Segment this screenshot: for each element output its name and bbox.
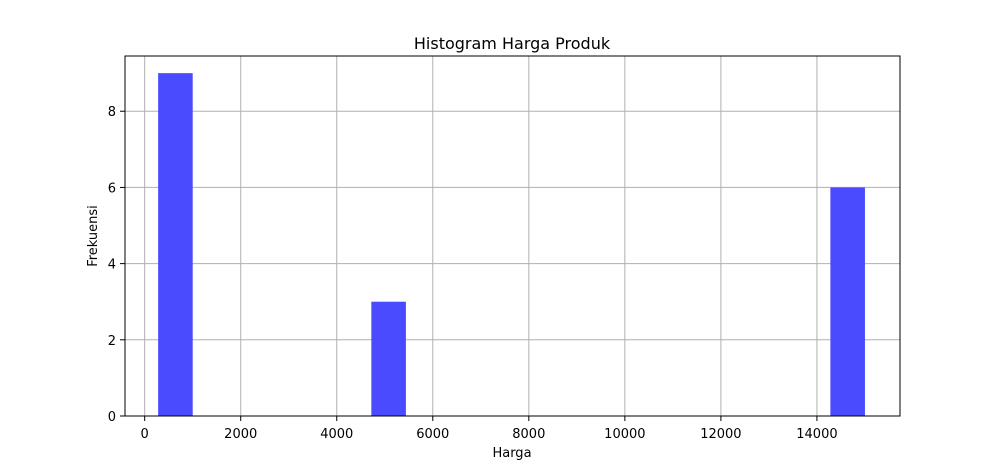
- y-tick-label: 6: [108, 181, 116, 196]
- histogram-bar: [158, 73, 193, 417]
- grid-lines: [125, 56, 900, 417]
- histogram-bar: [371, 301, 406, 416]
- y-axis-ticks: 0 2 4 6 8: [108, 105, 125, 425]
- x-tick-label: 8000: [512, 427, 545, 442]
- x-axis-ticks: 0 2000 4000 6000 8000 10000 12000 14000: [141, 416, 838, 442]
- plot-frame: [124, 55, 901, 417]
- x-tick-label: 10000: [604, 427, 645, 442]
- x-tick-label: 4000: [320, 427, 353, 442]
- y-axis-label: Frekuensi: [86, 205, 101, 267]
- x-axis-label: Harga: [492, 446, 531, 461]
- y-tick-label: 8: [108, 105, 116, 120]
- y-tick-label: 4: [108, 258, 116, 273]
- histogram-bar: [830, 187, 865, 416]
- chart-title: Histogram Harga Produk: [414, 34, 611, 53]
- x-tick-label: 0: [141, 427, 149, 442]
- y-tick-label: 2: [108, 334, 116, 349]
- x-tick-label: 14000: [796, 427, 837, 442]
- y-tick-label: 0: [108, 410, 116, 425]
- x-tick-label: 12000: [700, 427, 741, 442]
- x-tick-label: 6000: [416, 427, 449, 442]
- x-tick-label: 2000: [224, 427, 257, 442]
- histogram-bars: [158, 73, 865, 417]
